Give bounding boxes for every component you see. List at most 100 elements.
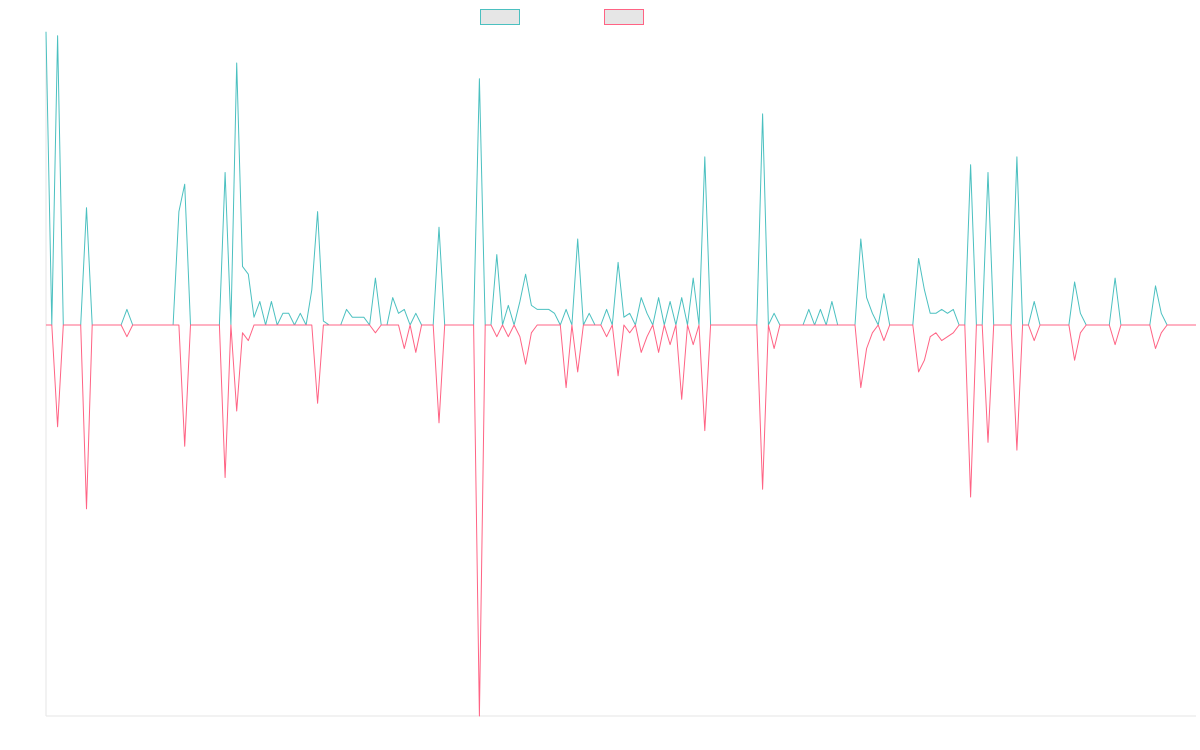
data-point[interactable] [772, 347, 776, 351]
data-point[interactable] [564, 307, 568, 311]
data-point[interactable] [506, 335, 510, 339]
data-point[interactable] [691, 343, 695, 347]
data-point[interactable] [668, 300, 672, 304]
data-point[interactable] [859, 237, 863, 241]
data-point[interactable] [639, 296, 643, 300]
data-point[interactable] [761, 487, 765, 491]
data-point[interactable] [402, 347, 406, 351]
data-point[interactable] [986, 440, 990, 444]
legend-item-series-a[interactable] [480, 9, 526, 25]
data-point[interactable] [680, 296, 684, 300]
data-point[interactable] [951, 331, 955, 335]
data-point[interactable] [928, 335, 932, 339]
data-point[interactable] [818, 307, 822, 311]
data-point[interactable] [605, 335, 609, 339]
data-point[interactable] [946, 311, 950, 315]
data-point[interactable] [951, 307, 955, 311]
data-point[interactable] [940, 339, 944, 343]
data-point[interactable] [529, 303, 533, 307]
data-point[interactable] [252, 315, 256, 319]
data-point[interactable] [934, 331, 938, 335]
data-point[interactable] [547, 307, 551, 311]
data-point[interactable] [287, 311, 291, 315]
data-point[interactable] [541, 307, 545, 311]
data-point[interactable] [657, 296, 661, 300]
data-point[interactable] [668, 343, 672, 347]
data-point[interactable] [506, 303, 510, 307]
data-point[interactable] [524, 272, 528, 276]
data-point[interactable] [922, 288, 926, 292]
data-point[interactable] [1073, 358, 1077, 362]
data-point[interactable] [56, 34, 60, 38]
data-point[interactable] [183, 182, 187, 186]
data-point[interactable] [616, 374, 620, 378]
data-point[interactable] [628, 331, 632, 335]
data-point[interactable] [125, 307, 129, 311]
data-point[interactable] [362, 315, 366, 319]
data-point[interactable] [1032, 339, 1036, 343]
data-point[interactable] [576, 237, 580, 241]
data-point[interactable] [1159, 311, 1163, 315]
data-point[interactable] [402, 307, 406, 311]
data-point[interactable] [414, 311, 418, 315]
data-point[interactable] [524, 362, 528, 366]
data-point[interactable] [246, 339, 250, 343]
data-point[interactable] [1078, 331, 1082, 335]
data-point[interactable] [703, 429, 707, 433]
data-point[interactable] [495, 335, 499, 339]
data-point[interactable] [576, 370, 580, 374]
data-point[interactable] [235, 61, 239, 65]
data-point[interactable] [269, 300, 273, 304]
data-point[interactable] [56, 425, 60, 429]
data-point[interactable] [622, 315, 626, 319]
data-point[interactable] [1113, 343, 1117, 347]
data-point[interactable] [657, 350, 661, 354]
data-point[interactable] [529, 331, 533, 335]
data-point[interactable] [564, 386, 568, 390]
data-point[interactable] [477, 714, 481, 718]
data-point[interactable] [316, 210, 320, 214]
data-point[interactable] [616, 260, 620, 264]
data-point[interactable] [85, 507, 89, 511]
data-point[interactable] [639, 350, 643, 354]
data-point[interactable] [44, 30, 48, 34]
data-point[interactable] [882, 339, 886, 343]
data-point[interactable] [761, 112, 765, 116]
data-point[interactable] [870, 331, 874, 335]
data-point[interactable] [125, 335, 129, 339]
data-point[interactable] [772, 311, 776, 315]
data-point[interactable] [680, 397, 684, 401]
data-point[interactable] [865, 296, 869, 300]
data-point[interactable] [865, 347, 869, 351]
data-point[interactable] [85, 206, 89, 210]
data-point[interactable] [928, 311, 932, 315]
data-point[interactable] [1159, 331, 1163, 335]
data-point[interactable] [223, 171, 227, 175]
data-point[interactable] [628, 311, 632, 315]
data-point[interactable] [830, 300, 834, 304]
data-point[interactable] [917, 370, 921, 374]
data-point[interactable] [281, 311, 285, 315]
data-point[interactable] [1154, 284, 1158, 288]
data-point[interactable] [373, 276, 377, 280]
data-point[interactable] [1078, 311, 1082, 315]
data-point[interactable] [241, 264, 245, 268]
data-point[interactable] [946, 335, 950, 339]
data-point[interactable] [986, 171, 990, 175]
data-point[interactable] [940, 307, 944, 311]
data-point[interactable] [518, 335, 522, 339]
data-point[interactable] [807, 307, 811, 311]
data-point[interactable] [356, 315, 360, 319]
data-point[interactable] [495, 253, 499, 257]
legend-item-series-b[interactable] [604, 9, 650, 25]
data-point[interactable] [477, 77, 481, 81]
data-point[interactable] [373, 331, 377, 335]
data-point[interactable] [535, 307, 539, 311]
data-point[interactable] [922, 358, 926, 362]
data-point[interactable] [345, 307, 349, 311]
data-point[interactable] [321, 319, 325, 323]
data-point[interactable] [310, 288, 314, 292]
data-point[interactable] [882, 292, 886, 296]
data-point[interactable] [223, 476, 227, 480]
data-point[interactable] [316, 401, 320, 405]
